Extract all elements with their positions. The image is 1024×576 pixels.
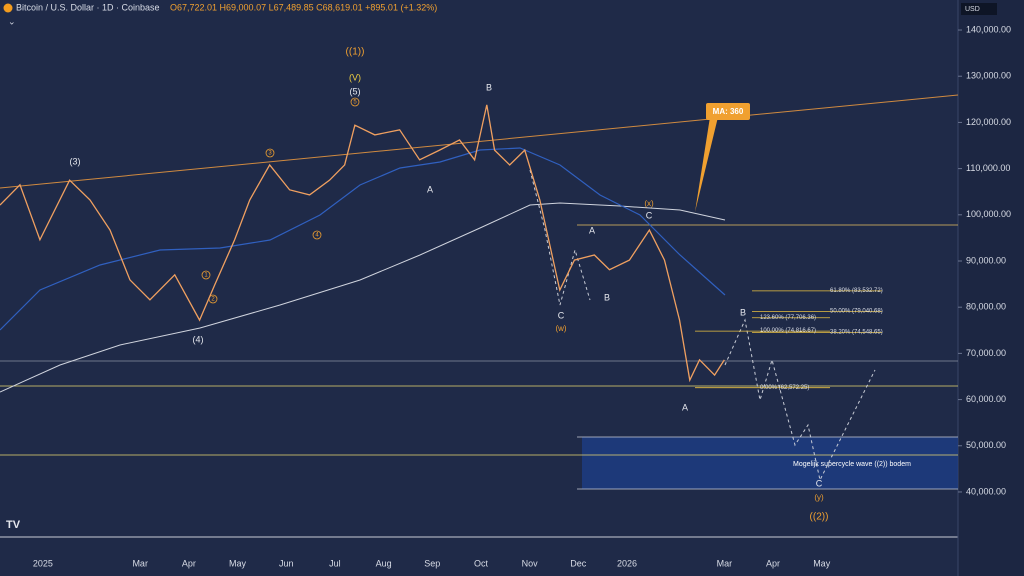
x-tick-label: Sep	[424, 558, 440, 568]
y-tick-label: 70,000.00	[966, 348, 1006, 358]
wave-label: (5)	[350, 86, 361, 96]
wave-label: ((2))	[810, 512, 829, 523]
y-tick-label: 100,000.00	[966, 209, 1011, 219]
y-tick-label: 40,000.00	[966, 486, 1006, 496]
x-tick-label: Apr	[766, 558, 780, 568]
wave-label: C	[646, 210, 653, 220]
fib-label: 50.00% (79,040.68)	[830, 309, 883, 315]
wave-label: A	[427, 184, 433, 194]
wave-label: (w)	[555, 324, 566, 333]
btc-icon	[3, 3, 13, 13]
currency: USD	[965, 6, 980, 13]
symbol: Bitcoin / U.S. Dollar · 1D · Coinbase	[16, 2, 160, 12]
x-tick-label: Oct	[474, 558, 489, 568]
projection	[724, 318, 876, 482]
subwave-circle	[350, 97, 360, 107]
fib-label: 61.80% (83,532.72)	[830, 288, 883, 294]
subwave-label: 2	[211, 297, 215, 303]
wave-label: (y)	[814, 493, 824, 502]
x-tick-label: May	[229, 558, 247, 568]
wave-label: (V)	[349, 72, 361, 82]
x-tick-label: Jun	[279, 558, 294, 568]
x-tick-label: Mar	[717, 558, 733, 568]
wave-label: B	[604, 292, 610, 302]
callout-pointer	[695, 117, 718, 212]
y-tick-label: 90,000.00	[966, 255, 1006, 265]
wave-label: C	[558, 310, 565, 320]
price-axis-panel	[958, 0, 1024, 576]
fib-label: 38.20% (74,548.65)	[830, 329, 883, 335]
fib-label: 100.00% (74,816.67)	[760, 328, 816, 334]
subwave-label: 5	[353, 100, 357, 106]
subwave-label: 3	[268, 151, 272, 157]
wave-label: ((1))	[346, 47, 365, 58]
ma-360	[0, 202, 726, 393]
target-zone	[582, 437, 958, 489]
wave-label: B	[486, 82, 492, 92]
zone-label: Mogelijk supercycle wave ((2)) bodem	[793, 461, 911, 468]
subwave-circle	[265, 148, 275, 158]
x-tick-label: Apr	[182, 558, 196, 568]
x-tick-label: May	[813, 558, 831, 568]
subwave-circle	[312, 230, 322, 240]
fib-label: 123.60% (77,706.36)	[760, 315, 816, 321]
logo: TV	[6, 519, 21, 531]
y-tick-label: 50,000.00	[966, 440, 1006, 450]
wave-label: A	[589, 225, 595, 235]
x-tick-label: Nov	[522, 558, 539, 568]
y-tick-label: 120,000.00	[966, 117, 1011, 127]
ohlc: O67,722.01 H69,000.07 L67,489.85 C68,619…	[170, 2, 437, 12]
wave-label: C	[816, 478, 823, 488]
wave-label: (3)	[70, 156, 81, 166]
x-tick-label: Mar	[132, 558, 148, 568]
fib-label: 0.00% (62,572.25)	[760, 385, 809, 391]
callout-label: MA: 360	[713, 107, 744, 116]
wave-label: (x)	[644, 199, 654, 208]
x-tick-label: Aug	[376, 558, 392, 568]
y-tick-label: 140,000.00	[966, 24, 1011, 34]
subwave-label: 4	[315, 233, 319, 239]
ma-short	[0, 147, 726, 331]
subwave: 5 3 4 1 2	[201, 97, 360, 304]
collapse[interactable]: ⌄	[8, 16, 16, 26]
y-tick-label: 60,000.00	[966, 394, 1006, 404]
x-tick-label: Dec	[570, 558, 587, 568]
wave-label: A	[682, 402, 688, 412]
wave-label: (4)	[193, 334, 204, 344]
x-tick-label: 2025	[33, 558, 53, 568]
y-tick-label: 80,000.00	[966, 302, 1006, 312]
x-tick-label: Jul	[329, 558, 341, 568]
callout-box	[706, 103, 750, 120]
subwave-label: 1	[204, 273, 208, 279]
x-tick-label: 2026	[617, 558, 637, 568]
wave-label: B	[740, 307, 746, 317]
y-tick-label: 110,000.00	[966, 163, 1010, 173]
subwave-circle	[201, 270, 211, 280]
y-tick-label: 130,000.00	[966, 71, 1011, 81]
projection	[529, 169, 591, 306]
currency-box	[961, 3, 997, 15]
price-line	[0, 104, 725, 383]
